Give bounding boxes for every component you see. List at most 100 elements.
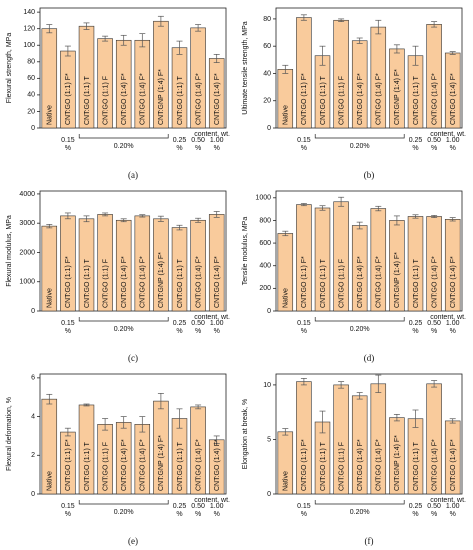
bar-label: CNT:GNP (1:4) F* — [394, 435, 401, 491]
y-tick-label: 6 — [31, 375, 35, 382]
group-label: 1.00 — [210, 503, 224, 510]
group-label: % — [65, 328, 71, 335]
plot-frame — [275, 190, 463, 312]
y-axis-label: Tensile modulus, MPa — [242, 217, 249, 286]
y-tick-label: 600 — [259, 240, 271, 247]
bar-label: Native — [47, 288, 54, 308]
group-bracket — [314, 134, 405, 139]
y-tick-label: 800 — [259, 217, 271, 224]
x-axis-label: content, wt. — [430, 497, 466, 504]
y-tick-label: 60 — [263, 43, 271, 50]
y-axis-label: Flexural deformation, % — [6, 397, 13, 471]
x-axis-label: content, wt. — [194, 497, 230, 504]
group-label: 1.00 — [446, 503, 460, 510]
group-label: % — [450, 328, 456, 335]
bar-label: CNT:GO (1:1) T — [413, 441, 420, 491]
y-tick-label: 120 — [23, 26, 35, 33]
group-label: 0.15 — [61, 320, 75, 327]
bar-label: CNT:GO (1:1) F* — [301, 439, 308, 491]
plot-frame — [275, 7, 463, 129]
y-tick-label: 0 — [267, 308, 271, 315]
group-label: 0.20% — [114, 143, 134, 150]
bar-label: CNT:GO (1:1) F* — [65, 256, 72, 308]
group-label: 0.20% — [350, 143, 370, 150]
group-bracket — [314, 317, 405, 322]
group-bracket — [78, 134, 169, 139]
group-bracket — [78, 317, 169, 322]
group-label: % — [301, 145, 307, 152]
bar-label: CNT:GO (1:4) F* — [140, 256, 147, 308]
group-label: 0.25 — [409, 320, 423, 327]
group-label: % — [450, 511, 456, 518]
group-label: % — [412, 328, 418, 335]
group-label: 0.50 — [191, 320, 205, 327]
group-label: % — [301, 511, 307, 518]
group-label: 0.50 — [191, 503, 205, 510]
bar-label: CNT:GO (1:4) F* — [450, 73, 457, 125]
group-label: 1.00 — [446, 137, 460, 144]
bar-label: CNT:GO (1:1) T — [84, 441, 91, 491]
group-label: 0.20% — [350, 509, 370, 516]
group-label: 0.20% — [350, 326, 370, 333]
y-tick-label: 140 — [23, 9, 35, 16]
group-label: 1.00 — [210, 137, 224, 144]
bar-label: CNT:GO (1:1) F* — [301, 73, 308, 125]
bar-label: CNT:GNP (1:4) F* — [158, 435, 165, 491]
bar-label: CNT:GO (1:4) F* — [195, 73, 202, 125]
bar-label: CNT:GO (1:1) F* — [65, 439, 72, 491]
group-label: 0.25 — [173, 320, 187, 327]
y-tick-label: 2000 — [19, 249, 35, 256]
bar-label: CNT:GO (1:1) T — [320, 75, 327, 125]
group-label: 0.25 — [173, 137, 187, 144]
group-label: 0.15 — [297, 137, 311, 144]
bar-label: CNT:GO (1:1) T — [177, 258, 184, 308]
bar-label: CNT:GO (1:4) F* — [450, 256, 457, 308]
bar-label: CNT:GO (1:1) F — [338, 76, 345, 125]
group-label: 0.25 — [409, 503, 423, 510]
group-label: 0.15 — [61, 503, 75, 510]
bar-label: CNT:GO (1:1) F — [102, 76, 109, 125]
group-label: 0.20% — [114, 509, 134, 516]
bar-label: CNT:GO (1:1) T — [413, 75, 420, 125]
group-label: 1.00 — [210, 320, 224, 327]
bar-label: CNT:GNP (1:4) F* — [394, 69, 401, 125]
bar-label: CNT:GO (1:4) F* — [357, 73, 364, 125]
bar-label: CNT:GO (1:1) F — [338, 442, 345, 491]
bar-label: CNT:GO (1:4) F* — [376, 256, 383, 308]
plot-frame — [39, 7, 227, 129]
bar-label: CNT:GO (1:1) F* — [65, 73, 72, 125]
bar-label: CNT:GO (1:4) F* — [121, 439, 128, 491]
group-label: 0.50 — [191, 137, 205, 144]
group-label: 0.15 — [297, 320, 311, 327]
y-tick-label: 2 — [31, 452, 35, 459]
bar-label: CNT:GNP (1:4) F* — [158, 252, 165, 308]
group-bracket — [78, 500, 169, 505]
bar-label: CNT:GO (1:1) T — [84, 258, 91, 308]
bar-label: Native — [283, 105, 290, 125]
bar-label: Native — [283, 288, 290, 308]
group-label: 0.25 — [173, 503, 187, 510]
group-label: % — [301, 328, 307, 335]
y-tick-label: 0 — [267, 125, 271, 132]
group-label: % — [214, 145, 220, 152]
bar-label: CNT:GO (1:1) T — [177, 75, 184, 125]
group-label: 0.50 — [427, 137, 441, 144]
y-tick-label: 20 — [27, 108, 35, 115]
group-label: 0.50 — [427, 503, 441, 510]
group-label: % — [176, 511, 182, 518]
group-label: 1.00 — [446, 320, 460, 327]
group-label: % — [431, 145, 437, 152]
y-axis-label: Ultimate tensile strength, MPa — [242, 21, 249, 114]
bar-label: CNT:GO (1:4) F* — [195, 256, 202, 308]
x-axis-label: content, wt. — [430, 131, 466, 138]
panel-label: (d) — [364, 353, 375, 363]
y-tick-label: 1000 — [19, 279, 35, 286]
group-label: 0.15 — [297, 503, 311, 510]
plot-frame — [39, 190, 227, 312]
bar-label: CNT:GO (1:4) F* — [357, 439, 364, 491]
x-axis-label: content, wt. — [194, 314, 230, 321]
y-tick-label: 5 — [267, 436, 271, 443]
group-label: % — [214, 328, 220, 335]
y-axis-label: Flexural strength, MPa — [6, 33, 13, 104]
y-tick-label: 0 — [31, 125, 35, 132]
